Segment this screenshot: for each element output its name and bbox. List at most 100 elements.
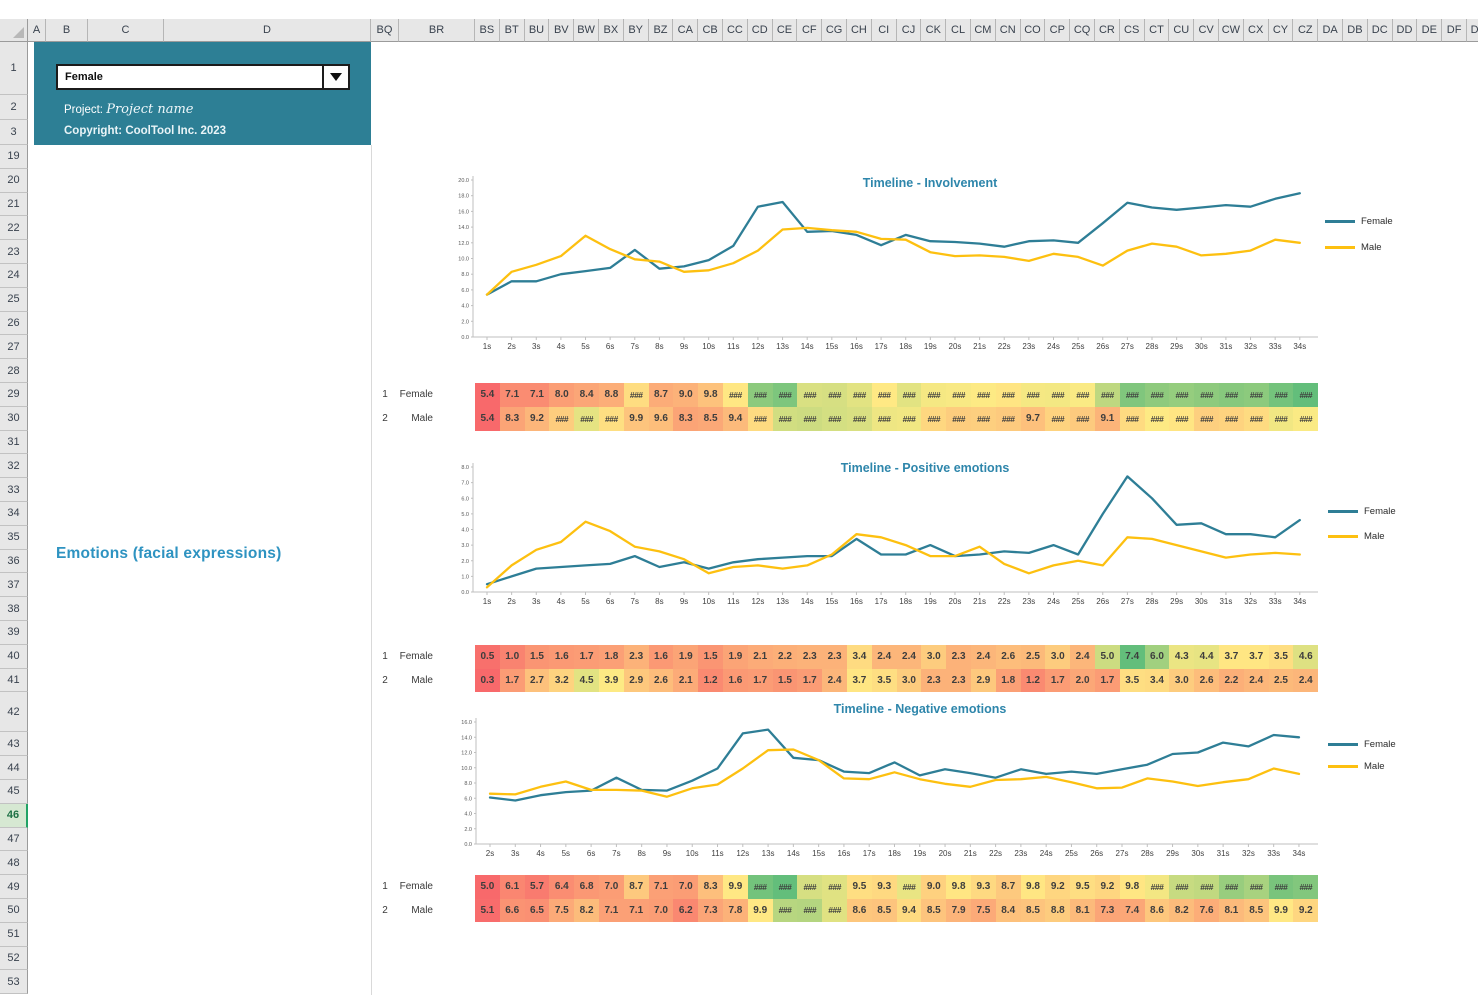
heatmap-cell[interactable]: ### [1194, 874, 1219, 899]
heatmap-cell[interactable]: ### [1169, 406, 1195, 431]
heatmap-cell[interactable]: 3.7 [847, 668, 872, 693]
heatmap-cell[interactable]: ### [1293, 874, 1319, 899]
heatmap-cell[interactable]: 2.4 [1293, 668, 1319, 693]
heatmap-cell[interactable]: ### [772, 874, 798, 899]
heatmap-cell[interactable]: ### [847, 406, 872, 431]
heatmap-cell[interactable]: 8.7 [995, 874, 1021, 899]
heatmap-cell[interactable]: ### [971, 383, 996, 407]
heatmap-cell[interactable]: ### [1070, 406, 1095, 431]
heatmap-cell[interactable]: 7.1 [623, 898, 649, 923]
heatmap-cell[interactable]: 1.0 [499, 644, 525, 669]
heatmap-cell[interactable]: 9.8 [698, 383, 723, 407]
row-header-37[interactable]: 37 [0, 573, 28, 598]
heatmap-cell[interactable]: ### [896, 406, 922, 431]
heatmap-cell[interactable]: 9.7 [1020, 406, 1046, 431]
row-header-43[interactable]: 43 [0, 732, 28, 757]
heatmap-cell[interactable]: ### [549, 406, 575, 431]
col-header-BY[interactable]: BY [623, 19, 649, 42]
heatmap-cell[interactable]: ### [797, 898, 823, 923]
heatmap-cell[interactable]: ### [871, 383, 897, 407]
heatmap-cell[interactable]: ### [1268, 406, 1294, 431]
heatmap-cell[interactable]: ### [1194, 406, 1219, 431]
heatmap-cell[interactable]: 3.5 [1268, 644, 1294, 669]
row-header-47[interactable]: 47 [0, 827, 28, 852]
col-header-C[interactable]: C [88, 19, 164, 42]
heatmap-cell[interactable]: 7.4 [1119, 898, 1145, 923]
heatmap-cell[interactable]: 8.2 [574, 898, 599, 923]
heatmap-cell[interactable]: 4.6 [1293, 644, 1319, 669]
heatmap-cell[interactable]: 9.1 [1095, 406, 1120, 431]
col-header-CC[interactable]: CC [723, 19, 748, 42]
col-header-CA[interactable]: CA [673, 19, 699, 42]
heatmap-cell[interactable]: ### [1144, 383, 1170, 407]
heatmap-cell[interactable]: 2.6 [995, 644, 1021, 669]
col-header-CM[interactable]: CM [971, 19, 996, 42]
heatmap-cell[interactable]: ### [574, 406, 599, 431]
col-header-CR[interactable]: CR [1095, 19, 1120, 42]
heatmap-cell[interactable]: ### [1144, 406, 1170, 431]
heatmap-cell[interactable]: 8.3 [499, 406, 525, 431]
heatmap-cell[interactable]: 9.3 [871, 874, 897, 899]
heatmap-cell[interactable]: 8.8 [599, 383, 624, 407]
heatmap-cell[interactable]: 6.2 [673, 898, 699, 923]
heatmap-cell[interactable]: 8.7 [648, 383, 674, 407]
col-header-DD[interactable]: DD [1392, 19, 1418, 42]
heatmap-cell[interactable]: ### [797, 874, 823, 899]
heatmap-cell[interactable]: ### [1268, 874, 1294, 899]
heatmap-cell[interactable]: 2.3 [797, 644, 823, 669]
heatmap-cell[interactable]: 9.0 [921, 874, 947, 899]
heatmap-cell[interactable]: ### [1095, 383, 1120, 407]
heatmap-cell[interactable]: 8.2 [1169, 898, 1195, 923]
heatmap-cell[interactable]: 7.3 [698, 898, 723, 923]
heatmap-cell[interactable]: 1.9 [673, 644, 699, 669]
col-header-CQ[interactable]: CQ [1070, 19, 1095, 42]
heatmap-cell[interactable]: 2.9 [623, 668, 649, 693]
col-header-D[interactable]: D [164, 19, 371, 42]
col-header-BW[interactable]: BW [574, 19, 599, 42]
row-header-49[interactable]: 49 [0, 875, 28, 899]
heatmap-cell[interactable]: 1.5 [524, 644, 550, 669]
heatmap-cell[interactable]: 7.0 [599, 874, 624, 899]
heatmap-cell[interactable]: 8.5 [871, 898, 897, 923]
heatmap-cell[interactable]: ### [1169, 383, 1195, 407]
heatmap-cell[interactable]: ### [1243, 406, 1269, 431]
heatmap-cell[interactable]: 1.5 [772, 668, 798, 693]
heatmap-cell[interactable]: 4.4 [1194, 644, 1219, 669]
heatmap-cell[interactable]: 8.3 [698, 874, 723, 899]
heatmap-cell[interactable]: 1.6 [549, 644, 575, 669]
heatmap-cell[interactable]: ### [871, 406, 897, 431]
heatmap-cell[interactable]: 2.4 [871, 644, 897, 669]
row-header-20[interactable]: 20 [0, 168, 28, 193]
row-header-26[interactable]: 26 [0, 311, 28, 336]
col-header-CV[interactable]: CV [1194, 19, 1219, 42]
col-header-BR[interactable]: BR [399, 19, 475, 42]
col-header-DB[interactable]: DB [1343, 19, 1368, 42]
heatmap-cell[interactable]: 9.9 [623, 406, 649, 431]
heatmap-cell[interactable]: 7.1 [599, 898, 624, 923]
heatmap-cell[interactable]: ### [946, 406, 971, 431]
heatmap-cell[interactable]: ### [847, 383, 872, 407]
heatmap-cell[interactable]: 8.1 [1219, 898, 1244, 923]
row-header-24[interactable]: 24 [0, 264, 28, 288]
col-header-CX[interactable]: CX [1243, 19, 1269, 42]
col-header-DE[interactable]: DE [1417, 19, 1443, 42]
col-header-CE[interactable]: CE [772, 19, 798, 42]
heatmap-cell[interactable]: ### [1119, 406, 1145, 431]
heatmap-cell[interactable]: 8.6 [1144, 898, 1170, 923]
heatmap-cell[interactable]: 2.7 [524, 668, 550, 693]
heatmap-cell[interactable]: 2.3 [946, 668, 971, 693]
heatmap-cell[interactable]: 2.4 [971, 644, 996, 669]
heatmap-cell[interactable]: ### [772, 383, 798, 407]
heatmap-cell[interactable]: 2.3 [921, 668, 947, 693]
heatmap-cell[interactable]: ### [822, 406, 847, 431]
col-header-BQ[interactable]: BQ [371, 19, 399, 42]
heatmap-cell[interactable]: ### [797, 406, 823, 431]
heatmap-cell[interactable]: ### [623, 383, 649, 407]
heatmap-cell[interactable]: 3.7 [1219, 644, 1244, 669]
heatmap-cell[interactable]: ### [1144, 874, 1170, 899]
heatmap-cell[interactable]: 9.6 [648, 406, 674, 431]
heatmap-cell[interactable]: 1.7 [574, 644, 599, 669]
heatmap-cell[interactable]: 8.5 [921, 898, 947, 923]
heatmap-cell[interactable]: 9.9 [723, 874, 748, 899]
row-header-52[interactable]: 52 [0, 946, 28, 971]
